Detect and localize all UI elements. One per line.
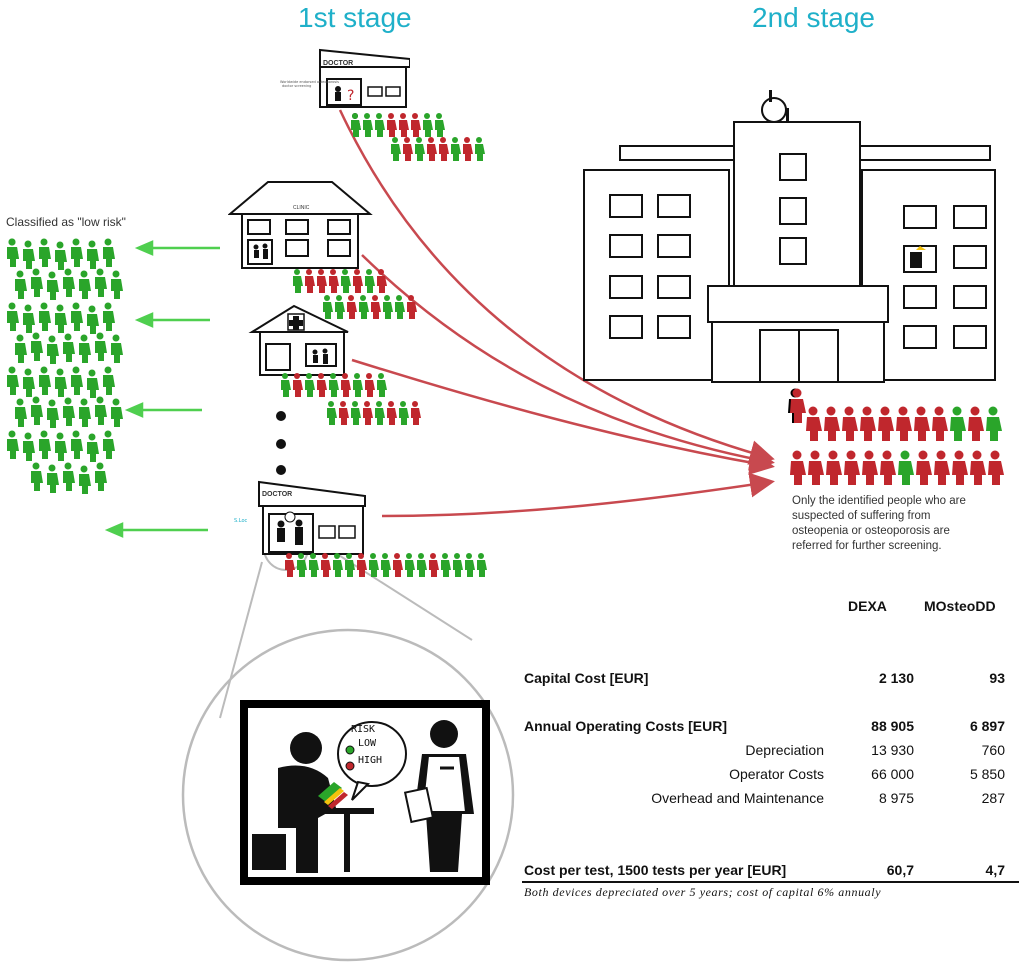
people-group-3	[281, 373, 421, 425]
medical-center-building	[248, 304, 349, 376]
svg-text:?: ?	[347, 88, 354, 104]
row-mosteodd-annual: 6 897	[969, 718, 1005, 734]
referred-people	[788, 388, 1004, 485]
referral-arrow-2	[361, 254, 775, 471]
people-group-1	[351, 113, 485, 161]
device-logo: S.Loc	[234, 518, 248, 524]
row-dexa-capital: 2 130	[878, 670, 914, 686]
table-divider	[522, 881, 1019, 883]
people-group-2	[293, 269, 417, 319]
row-label-cost-per-test: Cost per test, 1500 tests per year [EUR]	[524, 862, 787, 878]
low-risk-arrows	[104, 240, 220, 538]
col-header-mosteodd: MOsteoDD	[924, 598, 996, 614]
clinic-label: CLINIC	[293, 205, 310, 211]
col-header-dexa: DEXA	[848, 598, 887, 614]
clinic-building	[228, 181, 373, 269]
consultation-scene	[252, 720, 474, 873]
row-label-capital: Capital Cost [EUR]	[524, 670, 649, 686]
row-mosteodd-depreciation: 760	[981, 742, 1005, 758]
table-footnote: Both devices depreciated over 5 years; c…	[524, 885, 882, 899]
row-dexa-annual: 88 905	[871, 718, 914, 734]
doctor-bottom-label: DOCTOR	[262, 491, 293, 498]
doctor-office-bottom	[258, 480, 366, 555]
consultation-zoom-panel: RISK LOW HIGH	[240, 700, 490, 885]
row-label-annual: Annual Operating Costs [EUR]	[524, 718, 728, 734]
svg-text:doctor screening: doctor screening	[282, 84, 311, 88]
doctor-office-top: ? Worldwide endorsed osteoporosis doctor…	[280, 48, 410, 108]
hospital-building	[583, 90, 996, 383]
bubble-high-label: HIGH	[358, 755, 383, 766]
bubble-risk-label: RISK	[351, 724, 376, 735]
people-group-4	[285, 553, 487, 577]
stage-2-title: 2nd stage	[752, 2, 875, 33]
bubble-low-label: LOW	[358, 738, 377, 749]
low-risk-label: Classified as "low risk"	[6, 215, 126, 229]
doctor-top-label: DOCTOR	[323, 60, 354, 67]
stage-1-title: 1st stage	[298, 2, 412, 33]
row-dexa-cost-per-test: 60,7	[886, 862, 914, 878]
row-dexa-depreciation: 13 930	[871, 742, 914, 758]
row-mosteodd-overhead: 287	[981, 790, 1005, 806]
referral-arrow-3	[351, 358, 775, 475]
low-risk-people	[7, 238, 123, 494]
svg-text:Worldwide endorsed osteoporosi: Worldwide endorsed osteoporosis	[280, 80, 339, 84]
referral-note: Only the identified people who are suspe…	[792, 495, 966, 552]
row-label-operator: Operator Costs	[729, 766, 824, 782]
row-label-depreciation: Depreciation	[745, 742, 824, 758]
referral-arrow-1	[338, 109, 775, 465]
row-dexa-overhead: 8 975	[878, 790, 914, 806]
row-mosteodd-cost-per-test: 4,7	[985, 862, 1005, 878]
referral-arrow-4	[381, 472, 775, 518]
row-mosteodd-capital: 93	[989, 670, 1005, 686]
row-dexa-operator: 66 000	[871, 766, 914, 782]
row-label-overhead: Overhead and Maintenance	[651, 790, 824, 806]
row-mosteodd-operator: 5 850	[969, 766, 1005, 782]
